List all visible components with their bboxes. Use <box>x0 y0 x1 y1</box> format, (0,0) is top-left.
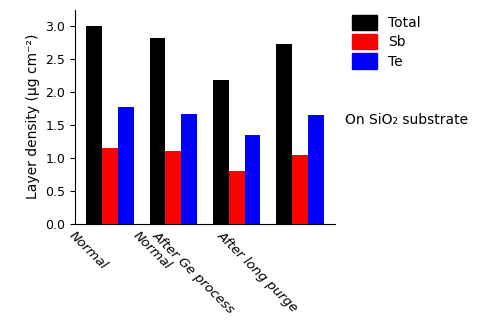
Bar <box>292 155 308 224</box>
Bar <box>244 135 260 224</box>
Bar <box>166 151 181 224</box>
Legend: Total, Sb, Te: Total, Sb, Te <box>352 15 421 69</box>
Bar <box>86 26 102 224</box>
Bar <box>181 114 197 224</box>
Bar <box>308 115 324 224</box>
Text: On SiO₂ substrate: On SiO₂ substrate <box>346 113 469 127</box>
Bar <box>213 80 229 224</box>
Bar <box>276 44 292 224</box>
Bar <box>229 171 244 224</box>
Bar <box>102 148 118 224</box>
Bar <box>118 107 134 224</box>
Y-axis label: Layer density (μg cm⁻²): Layer density (μg cm⁻²) <box>26 34 40 199</box>
Bar <box>150 38 166 224</box>
